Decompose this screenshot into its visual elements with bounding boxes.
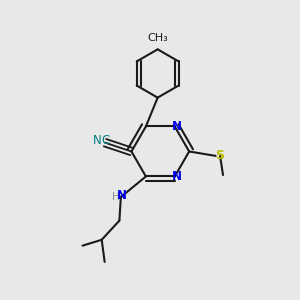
Text: N: N bbox=[172, 170, 182, 183]
Text: N: N bbox=[117, 189, 127, 202]
Text: N: N bbox=[172, 120, 182, 133]
Text: H: H bbox=[112, 192, 119, 202]
Text: C: C bbox=[102, 134, 110, 147]
Text: N: N bbox=[93, 134, 102, 147]
Text: S: S bbox=[216, 149, 225, 162]
Text: CH₃: CH₃ bbox=[147, 33, 168, 43]
